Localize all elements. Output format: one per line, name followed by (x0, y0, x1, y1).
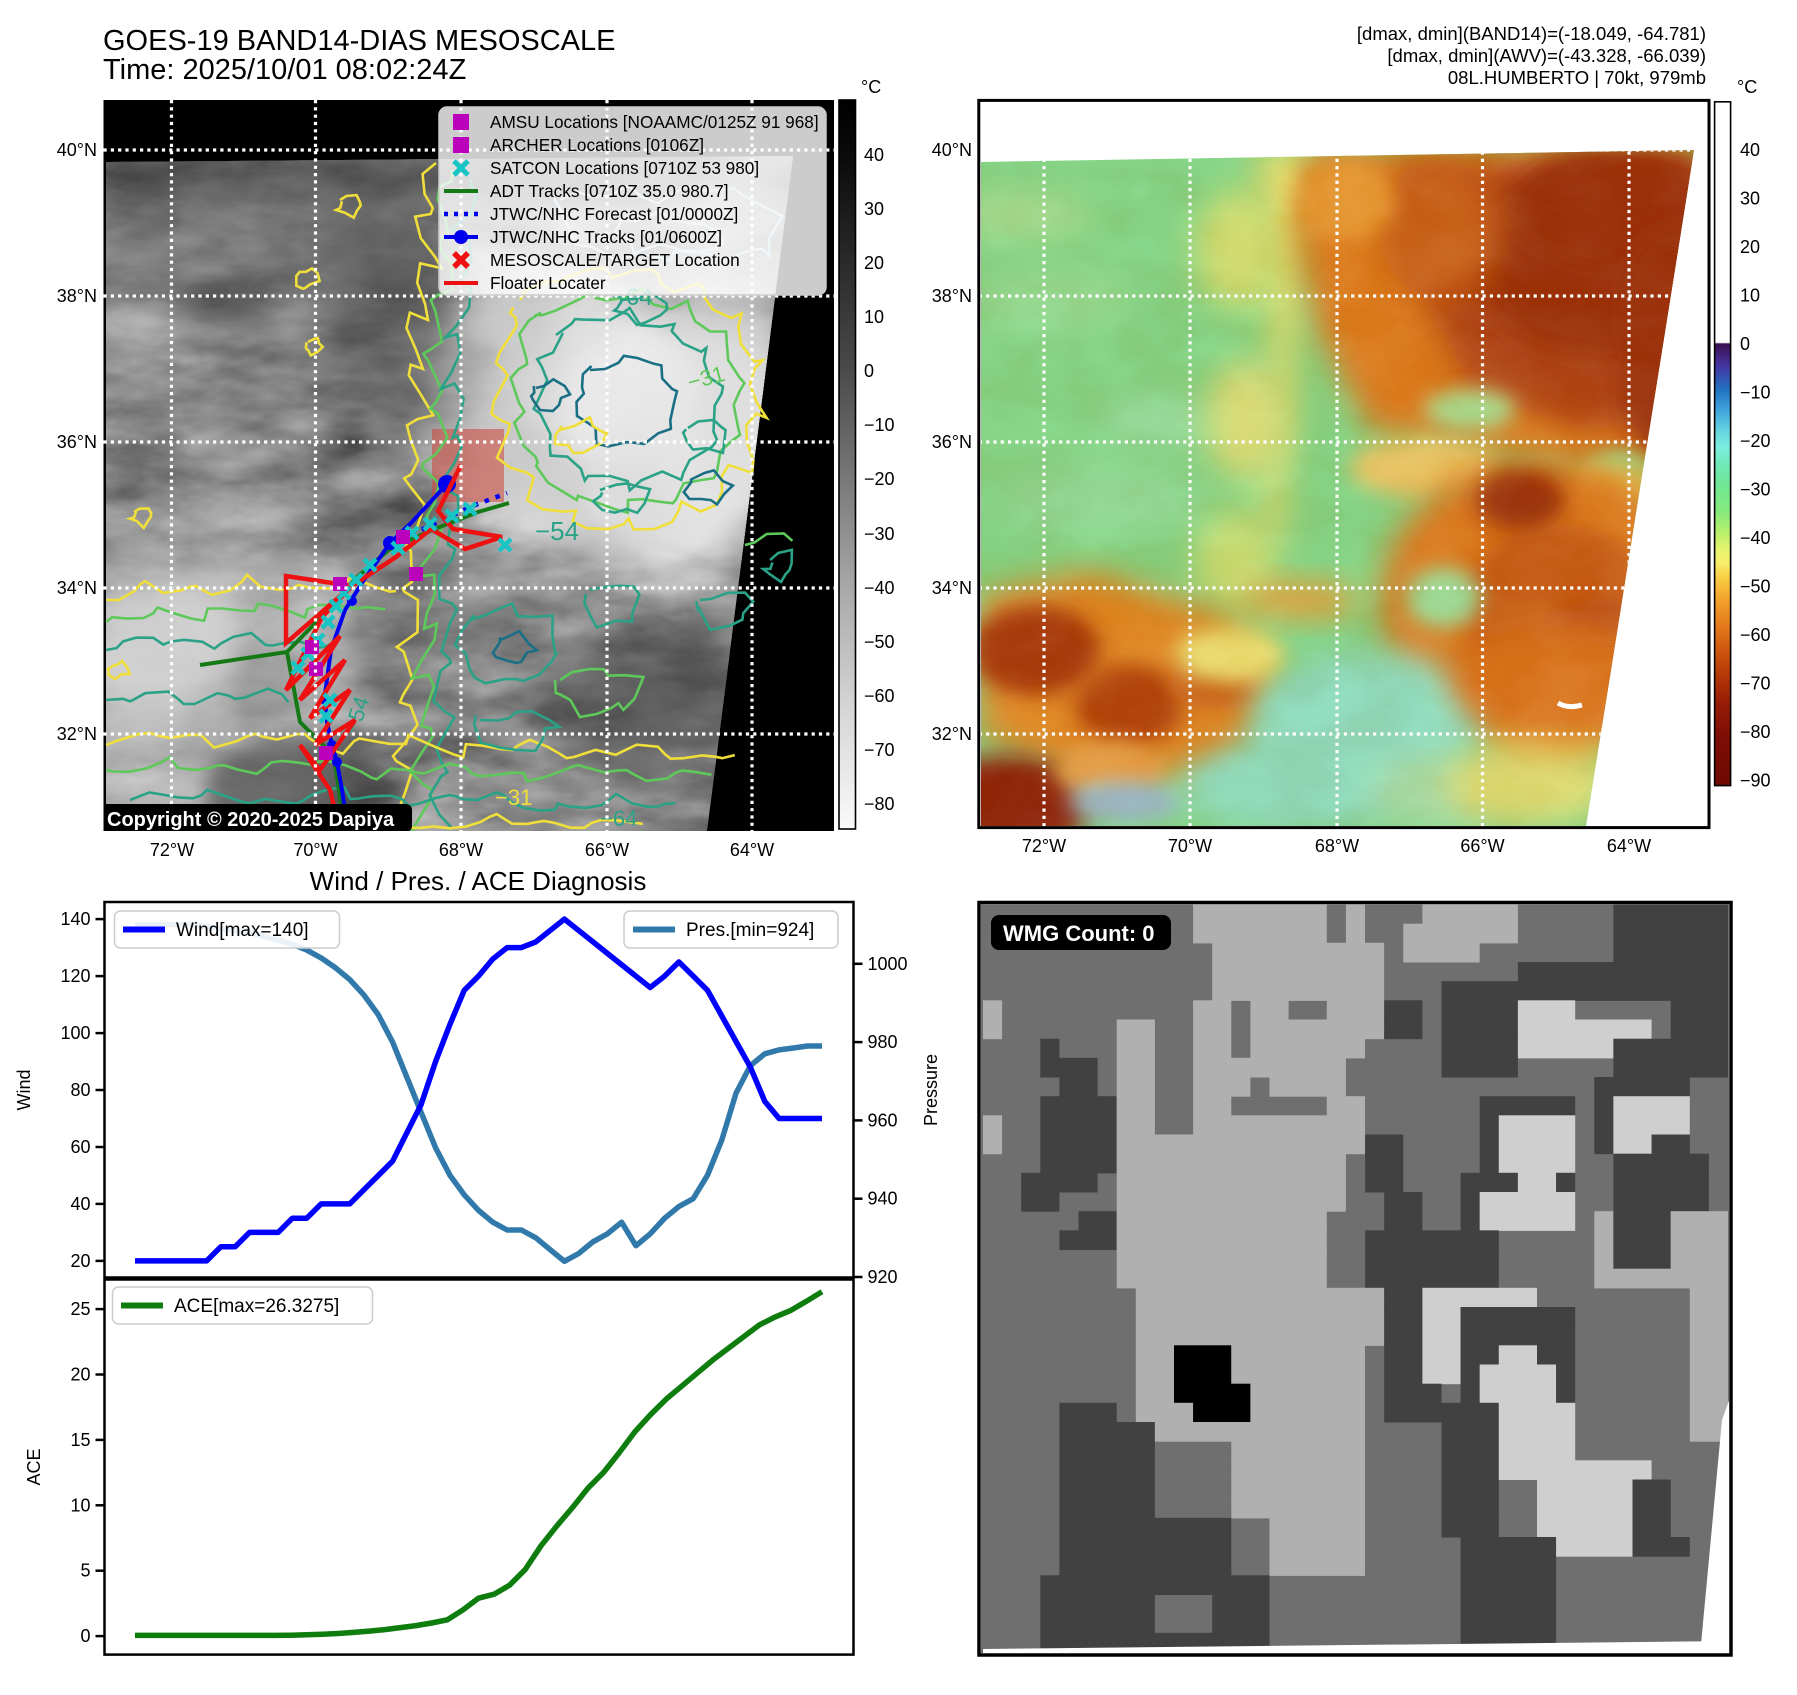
svg-text:ACE: ACE (24, 1448, 44, 1485)
svg-text:20: 20 (70, 1365, 90, 1385)
svg-text:64°W: 64°W (1607, 836, 1651, 856)
svg-text:920: 920 (868, 1267, 898, 1287)
svg-text:−40: −40 (864, 578, 895, 598)
svg-text:[dmax, dmin](AWV)=(-43.328, -6: [dmax, dmin](AWV)=(-43.328, -66.039) (1387, 45, 1706, 66)
svg-text:−30: −30 (1740, 480, 1771, 500)
svg-text:980: 980 (868, 1032, 898, 1052)
svg-text:−70: −70 (864, 740, 895, 760)
svg-text:25: 25 (70, 1299, 90, 1319)
svg-text:960: 960 (868, 1110, 898, 1130)
svg-text:Wind: Wind (14, 1069, 34, 1110)
svg-text:72°W: 72°W (1022, 836, 1066, 856)
svg-text:0: 0 (1740, 334, 1750, 354)
svg-text:−30: −30 (864, 524, 895, 544)
svg-text:10: 10 (1740, 286, 1760, 306)
svg-text:38°N: 38°N (932, 286, 972, 306)
svg-text:08L.HUMBERTO | 70kt, 979mb: 08L.HUMBERTO | 70kt, 979mb (1448, 67, 1706, 88)
svg-text:68°W: 68°W (439, 840, 483, 860)
svg-text:66°W: 66°W (585, 840, 629, 860)
svg-text:120: 120 (60, 966, 90, 986)
svg-text:36°N: 36°N (932, 432, 972, 452)
svg-text:−60: −60 (864, 686, 895, 706)
svg-text:−20: −20 (1740, 431, 1771, 451)
svg-text:68°W: 68°W (1315, 836, 1359, 856)
svg-text:−50: −50 (1740, 577, 1771, 597)
svg-text:60: 60 (70, 1137, 90, 1157)
svg-text:°C: °C (861, 77, 881, 97)
svg-text:ADT Tracks [0710Z 35.0 980.7]: ADT Tracks [0710Z 35.0 980.7] (490, 181, 729, 201)
svg-text:JTWC/NHC Forecast [01/0000Z]: JTWC/NHC Forecast [01/0000Z] (490, 204, 738, 224)
svg-text:GOES-19 BAND14-DIAS MESOSCALE: GOES-19 BAND14-DIAS MESOSCALE (103, 25, 616, 57)
svg-text:Copyright © 2020-2025 Dapiya: Copyright © 2020-2025 Dapiya (107, 809, 395, 831)
svg-text:34°N: 34°N (57, 578, 97, 598)
svg-text:−80: −80 (864, 794, 895, 814)
svg-text:15: 15 (70, 1430, 90, 1450)
svg-text:WMG Count: 0: WMG Count: 0 (1003, 921, 1155, 946)
svg-text:40: 40 (1740, 140, 1760, 160)
svg-text:38°N: 38°N (57, 286, 97, 306)
svg-text:72°W: 72°W (150, 840, 194, 860)
svg-text:−50: −50 (864, 632, 895, 652)
svg-text:−40: −40 (1740, 528, 1771, 548)
svg-text:32°N: 32°N (932, 724, 972, 744)
svg-text:1000: 1000 (868, 954, 908, 974)
svg-text:−80: −80 (1740, 722, 1771, 742)
svg-text:−54: −54 (535, 516, 579, 546)
svg-text:−10: −10 (864, 415, 895, 435)
svg-text:−20: −20 (864, 469, 895, 489)
svg-text:940: 940 (868, 1189, 898, 1209)
svg-text:20: 20 (70, 1251, 90, 1271)
svg-text:36°N: 36°N (57, 432, 97, 452)
svg-text:AMSU Locations [NOAAMC/0125Z 9: AMSU Locations [NOAAMC/0125Z 91 968] (490, 112, 819, 132)
svg-text:JTWC/NHC Tracks [01/0600Z]: JTWC/NHC Tracks [01/0600Z] (490, 227, 722, 247)
svg-text:32°N: 32°N (57, 724, 97, 744)
svg-text:70°W: 70°W (1168, 836, 1212, 856)
svg-text:66°W: 66°W (1460, 836, 1504, 856)
svg-text:−31: −31 (495, 785, 532, 810)
svg-text:20: 20 (1740, 237, 1760, 257)
svg-text:70°W: 70°W (293, 840, 337, 860)
svg-text:34°N: 34°N (932, 578, 972, 598)
svg-text:°C: °C (1737, 77, 1757, 97)
svg-text:−60: −60 (1740, 625, 1771, 645)
svg-text:Pressure: Pressure (921, 1054, 941, 1126)
svg-text:−90: −90 (1740, 771, 1771, 791)
svg-text:Wind / Pres. / ACE Diagnosis: Wind / Pres. / ACE Diagnosis (310, 866, 647, 896)
svg-text:−10: −10 (1740, 383, 1771, 403)
svg-text:0: 0 (864, 361, 874, 381)
svg-text:10: 10 (864, 307, 884, 327)
svg-text:0: 0 (80, 1626, 90, 1646)
svg-text:Pres.[min=924]: Pres.[min=924] (686, 920, 814, 941)
svg-text:40°N: 40°N (932, 140, 972, 160)
svg-text:30: 30 (864, 199, 884, 219)
svg-text:40°N: 40°N (57, 140, 97, 160)
svg-text:SATCON Locations [0710Z 53 980: SATCON Locations [0710Z 53 980] (490, 158, 759, 178)
svg-text:20: 20 (864, 253, 884, 273)
svg-text:ARCHER Locations [0106Z]: ARCHER Locations [0106Z] (490, 135, 704, 155)
svg-text:ACE[max=26.3275]: ACE[max=26.3275] (174, 1296, 339, 1317)
svg-text:MESOSCALE/TARGET Location: MESOSCALE/TARGET Location (490, 250, 740, 270)
svg-text:−70: −70 (1740, 674, 1771, 694)
svg-text:40: 40 (70, 1194, 90, 1214)
svg-text:30: 30 (1740, 189, 1760, 209)
svg-text:64°W: 64°W (730, 840, 774, 860)
svg-text:100: 100 (60, 1023, 90, 1043)
svg-text:Wind[max=140]: Wind[max=140] (176, 920, 309, 941)
svg-text:80: 80 (70, 1080, 90, 1100)
svg-text:Floater Locater: Floater Locater (490, 273, 606, 293)
svg-text:10: 10 (70, 1495, 90, 1515)
svg-text:Time: 2025/10/01 08:02:24Z: Time: 2025/10/01 08:02:24Z (103, 54, 466, 86)
svg-text:5: 5 (80, 1561, 90, 1581)
svg-text:140: 140 (60, 909, 90, 929)
svg-text:[dmax, dmin](BAND14)=(-18.049,: [dmax, dmin](BAND14)=(-18.049, -64.781) (1357, 23, 1706, 44)
svg-text:40: 40 (864, 145, 884, 165)
